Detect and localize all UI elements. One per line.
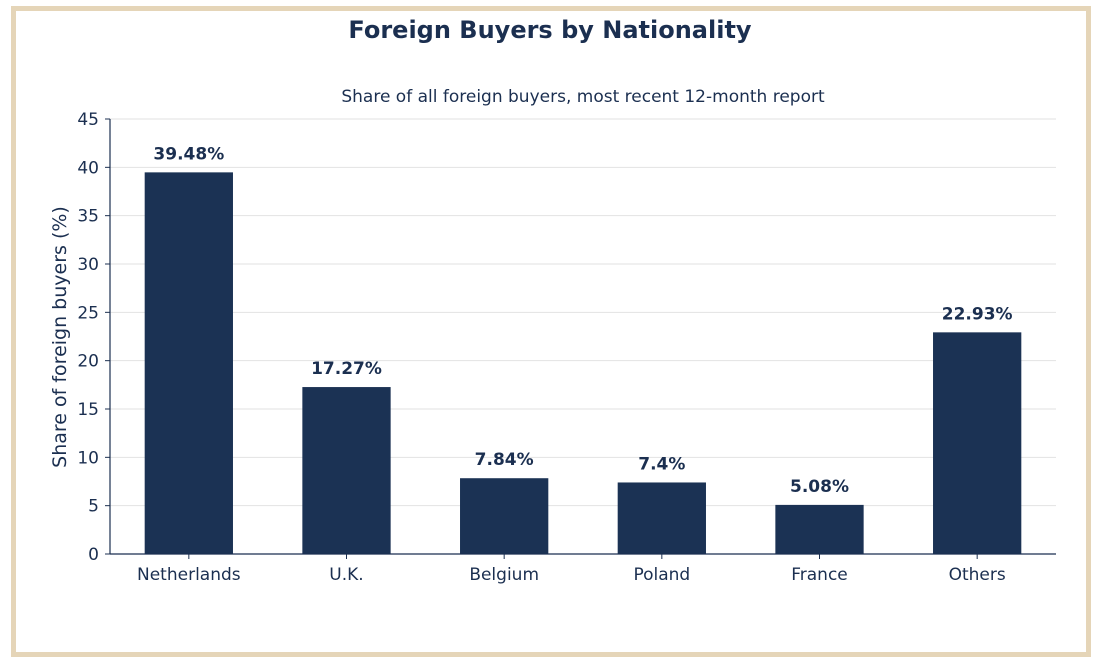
y-tick-label: 5 (88, 497, 99, 517)
y-tick-label: 0 (88, 545, 99, 565)
y-tick-label: 40 (77, 158, 99, 178)
bar (144, 172, 233, 555)
bars (144, 172, 1022, 555)
bar (302, 387, 391, 554)
bar (775, 504, 864, 554)
axes: 0 5 10 15 20 25 30 35 40 45 Netherlands U.K. Belgium… (77, 110, 1056, 585)
data-label: 7.4% (638, 454, 685, 474)
data-label: 7.84% (475, 450, 534, 470)
y-axis-label: Share of foreign buyers (%) (49, 206, 71, 468)
bar (933, 332, 1022, 554)
data-labels: 39.48% 17.27% 7.84% 7.4% 5.08% 22.93% (153, 144, 1012, 497)
x-tick-label: France (791, 565, 848, 585)
y-tick-label: 20 (77, 352, 99, 372)
x-tick-label: Others (949, 565, 1006, 585)
x-tick-label: U.K. (329, 565, 363, 585)
y-tick-label: 25 (77, 303, 99, 323)
y-tick-label: 10 (77, 448, 99, 468)
chart-title: Foreign Buyers by Nationality (348, 16, 752, 44)
data-label: 5.08% (790, 477, 849, 497)
y-tick-label: 45 (77, 110, 99, 130)
gridlines (110, 118, 1056, 507)
x-tick-label: Poland (633, 565, 690, 585)
chart-subtitle: Share of all foreign buyers, most recent… (341, 87, 825, 107)
bar (460, 478, 549, 554)
y-tick-label: 15 (77, 400, 99, 420)
data-label: 22.93% (942, 304, 1013, 324)
x-tick-label: Netherlands (137, 565, 241, 585)
bar (617, 482, 706, 554)
y-tick-label: 35 (77, 207, 99, 227)
data-label: 39.48% (153, 144, 224, 164)
x-tick-label: Belgium (469, 565, 539, 585)
y-tick-label: 30 (77, 255, 99, 275)
data-label: 17.27% (311, 359, 382, 379)
